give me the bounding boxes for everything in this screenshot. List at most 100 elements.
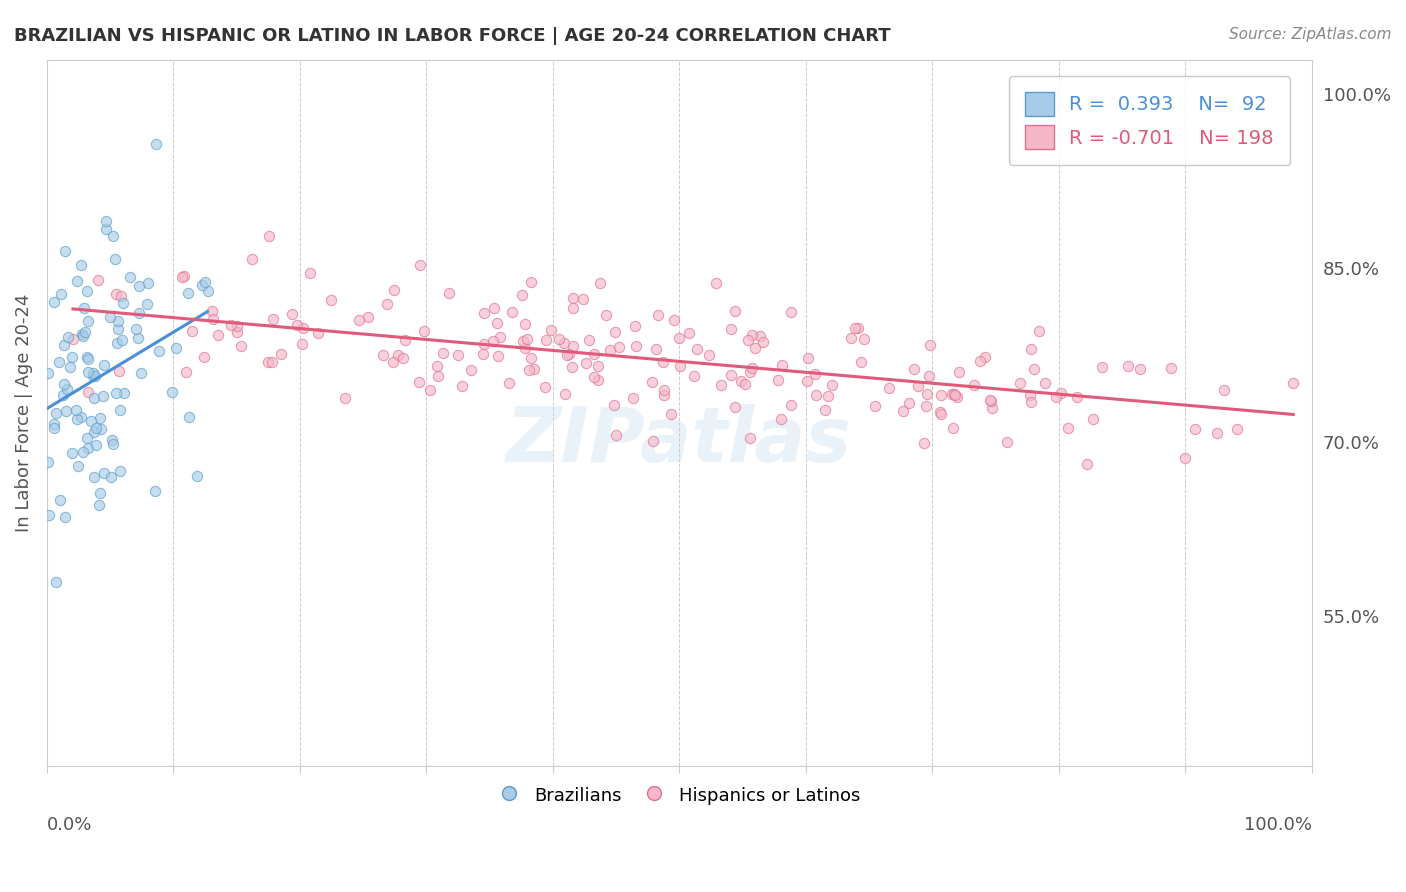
Point (652, 388, 675, 402)
Point (77, 365, 100, 379)
Point (558, 347, 581, 361)
Point (391, 351, 413, 366)
Point (1021, 395, 1043, 409)
Point (136, 277, 159, 291)
Point (969, 353, 991, 368)
Point (891, 404, 914, 418)
Point (510, 287, 533, 301)
Point (387, 348, 409, 362)
Point (108, 464, 131, 478)
Point (575, 356, 598, 370)
Point (110, 402, 132, 417)
Point (534, 333, 557, 347)
Point (943, 387, 966, 401)
Point (76, 431, 98, 445)
Point (84, 421, 107, 435)
Point (915, 399, 938, 413)
Point (644, 342, 666, 356)
Point (501, 305, 523, 319)
Point (333, 391, 356, 405)
Point (1021, 343, 1043, 357)
Point (512, 334, 534, 348)
Point (779, 398, 801, 412)
Point (770, 412, 793, 426)
Point (62, 332, 84, 346)
Point (105, 335, 128, 350)
Point (1033, 376, 1056, 390)
Point (571, 292, 593, 306)
Point (749, 329, 772, 343)
Point (724, 303, 747, 318)
Point (586, 359, 609, 374)
Point (128, 306, 150, 320)
Point (298, 266, 321, 280)
Point (918, 368, 941, 383)
Point (290, 336, 312, 351)
Point (173, 268, 195, 283)
Point (796, 374, 818, 388)
Point (820, 378, 842, 392)
Point (697, 348, 720, 362)
Point (394, 333, 416, 347)
Point (103, 228, 125, 243)
Point (662, 313, 685, 327)
Point (603, 398, 626, 412)
Point (730, 375, 752, 389)
Point (980, 393, 1002, 408)
Point (37, 366, 59, 380)
Point (93, 466, 115, 480)
Point (734, 376, 756, 391)
Point (595, 308, 617, 322)
Point (948, 365, 970, 379)
Point (240, 252, 263, 266)
Point (193, 350, 215, 364)
Point (1019, 388, 1042, 402)
Point (1010, 376, 1032, 391)
Point (285, 318, 308, 333)
Point (98, 310, 121, 324)
Point (87, 498, 110, 512)
Point (76, 284, 98, 298)
Point (60, 446, 83, 460)
Point (915, 387, 938, 401)
Point (70, 258, 93, 272)
Point (42, 421, 65, 435)
Point (1028, 324, 1050, 338)
Point (626, 339, 648, 353)
Point (292, 321, 315, 335)
Point (668, 331, 690, 345)
Point (741, 327, 763, 342)
Point (72, 444, 94, 458)
Point (624, 319, 647, 334)
Point (42, 295, 65, 310)
Point (77, 351, 100, 366)
Point (162, 384, 184, 399)
Point (547, 332, 569, 346)
Point (1024, 362, 1046, 376)
Point (1076, 457, 1098, 471)
Point (101, 436, 124, 450)
Point (70, 409, 93, 424)
Point (647, 308, 669, 322)
Point (817, 389, 839, 403)
Point (83, 368, 105, 383)
Point (603, 325, 626, 339)
Point (259, 229, 281, 244)
Point (804, 388, 827, 402)
Point (929, 388, 952, 402)
Point (177, 409, 200, 424)
Point (256, 354, 278, 368)
Text: Source: ZipAtlas.com: Source: ZipAtlas.com (1229, 27, 1392, 42)
Point (108, 363, 131, 377)
Point (65, 274, 87, 288)
Point (1226, 422, 1249, 436)
Point (118, 270, 141, 285)
Point (804, 368, 827, 382)
Point (928, 405, 950, 419)
Point (37, 455, 59, 469)
Point (45, 575, 67, 590)
Point (165, 341, 187, 355)
Point (797, 351, 820, 366)
Point (1129, 362, 1152, 376)
Point (482, 334, 505, 349)
